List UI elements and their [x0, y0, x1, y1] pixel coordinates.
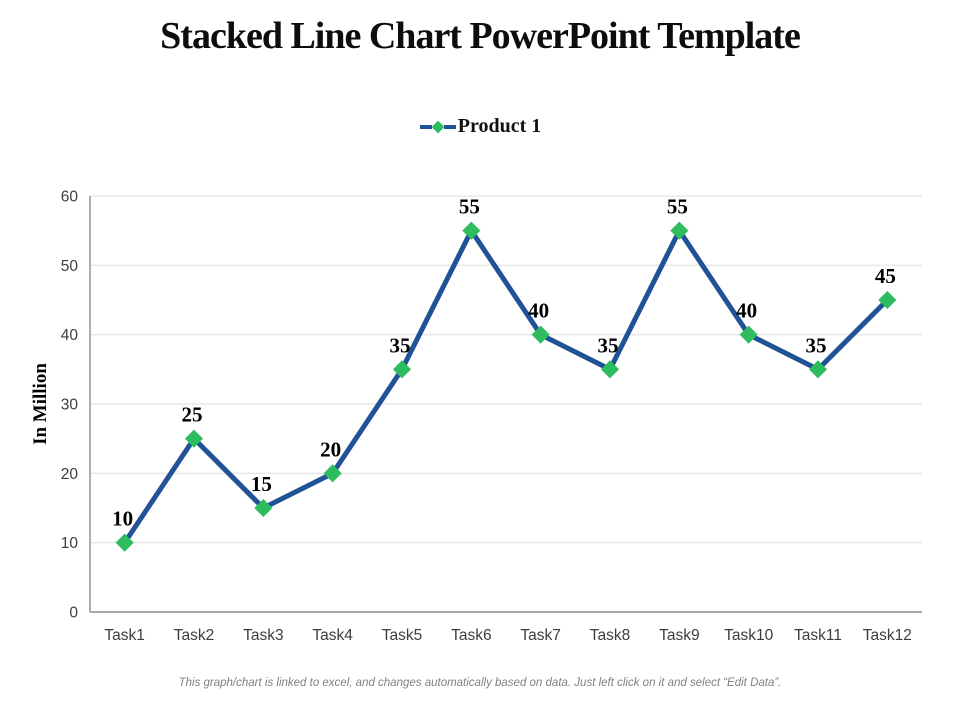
x-tick-label: Task10	[724, 627, 773, 644]
x-tick-label: Task3	[243, 627, 284, 644]
series-line[interactable]	[122, 228, 890, 546]
data-label: 20	[320, 437, 341, 461]
data-point-marker[interactable]	[254, 498, 273, 518]
y-tick-label: 50	[61, 258, 79, 275]
data-point-marker[interactable]	[184, 429, 204, 448]
data-label: 55	[667, 195, 688, 219]
data-label: 55	[459, 195, 480, 219]
x-tick-label: Task4	[312, 627, 353, 644]
data-label: 15	[251, 472, 272, 496]
data-label: 40	[736, 299, 757, 323]
data-label: 35	[806, 333, 827, 357]
y-tick-label: 30	[61, 397, 79, 414]
data-point-marker[interactable]	[878, 290, 897, 310]
data-label: 35	[598, 333, 619, 357]
legend-series-label: Product 1	[457, 115, 542, 137]
chart-title: Stacked Line Chart PowerPoint Template	[160, 15, 801, 57]
data-label: 40	[528, 299, 549, 323]
data-label: 10	[112, 507, 133, 531]
x-tick-label: Task9	[659, 627, 700, 644]
y-tick-label: 40	[61, 327, 79, 344]
y-tick-label: 10	[61, 535, 79, 552]
x-tick-label: Task5	[382, 627, 423, 644]
legend-series-marker-icon	[419, 120, 456, 133]
x-tick-label: Task2	[174, 627, 215, 644]
y-tick-label: 0	[69, 605, 78, 622]
y-axis-title: In Million	[30, 363, 51, 445]
linked-excel-note: This graph/chart is linked to excel, and…	[178, 677, 782, 689]
y-tick-label: 20	[61, 466, 79, 483]
x-tick-label: Task11	[794, 627, 842, 644]
x-tick-label: Task7	[520, 627, 561, 644]
data-label: 35	[390, 333, 411, 357]
data-label: 45	[875, 264, 896, 288]
data-point-marker[interactable]	[670, 221, 689, 240]
legend: Product 1	[0, 115, 960, 138]
legend-diamond	[431, 120, 445, 133]
x-tick-label: Task12	[863, 627, 912, 644]
data-label: 25	[182, 403, 203, 427]
x-tick-label: Task8	[590, 627, 631, 644]
x-tick-label: Task1	[104, 627, 145, 644]
data-point-marker[interactable]	[600, 360, 620, 379]
y-tick-label: 60	[61, 189, 79, 206]
x-tick-label: Task6	[451, 627, 492, 644]
